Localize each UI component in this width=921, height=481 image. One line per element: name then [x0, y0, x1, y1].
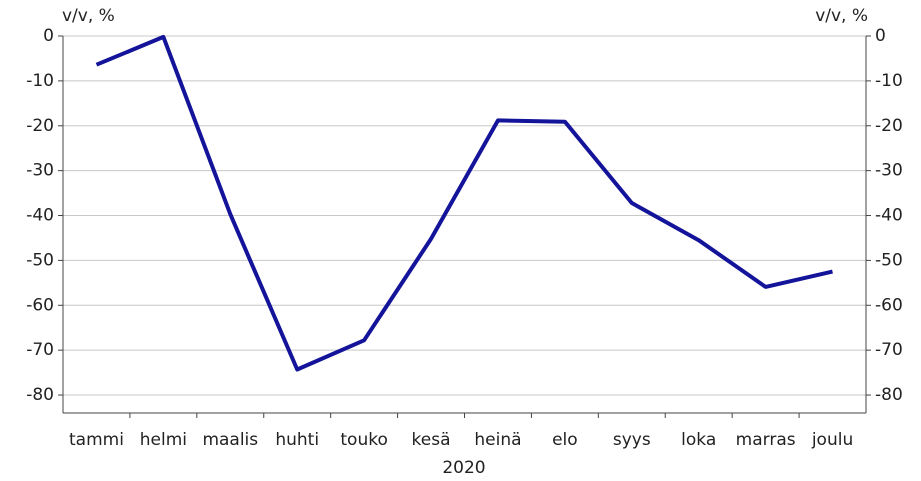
x-tick-label: syys: [613, 430, 651, 450]
y-tick-label: -60: [26, 295, 54, 315]
y2-tick-label: -80: [875, 385, 903, 405]
x-tick-label: huhti: [275, 430, 319, 450]
y-tick-label: -30: [26, 161, 54, 181]
y-axis-label: v/v, %: [62, 6, 115, 26]
x-tick-label: tammi: [69, 430, 124, 450]
x-tick-label: kesä: [412, 430, 451, 450]
x-tick-label: touko: [340, 430, 387, 450]
y-tick-label: 0: [43, 26, 54, 46]
y2-tick-label: -50: [875, 250, 903, 270]
y-tick-label: -80: [26, 385, 54, 405]
x-tick-label: joulu: [811, 430, 853, 450]
x-tick-label: elo: [552, 430, 578, 450]
y2-tick-label: -30: [875, 161, 903, 181]
x-tick-label: helmi: [140, 430, 187, 450]
x-tick-label: maalis: [202, 430, 258, 450]
y-tick-label: -40: [26, 206, 54, 226]
x-tick-label: marras: [736, 430, 796, 450]
data-line: [95, 34, 833, 372]
y2-tick-label: -70: [875, 340, 903, 360]
y2-tick-label: -60: [875, 295, 903, 315]
x-axis-label: 2020: [442, 458, 485, 478]
y2-axis-label: v/v, %: [815, 6, 868, 26]
y-tick-label: -50: [26, 250, 54, 270]
y-tick-label: -10: [26, 71, 54, 91]
y-tick-label: -70: [26, 340, 54, 360]
y2-tick-label: -40: [875, 206, 903, 226]
y2-tick-label: 0: [875, 26, 886, 46]
y-tick-label: -20: [26, 116, 54, 136]
y2-tick-label: -10: [875, 71, 903, 91]
x-tick-label: loka: [681, 430, 716, 450]
y2-tick-label: -20: [875, 116, 903, 136]
x-tick-label: heinä: [474, 430, 521, 450]
